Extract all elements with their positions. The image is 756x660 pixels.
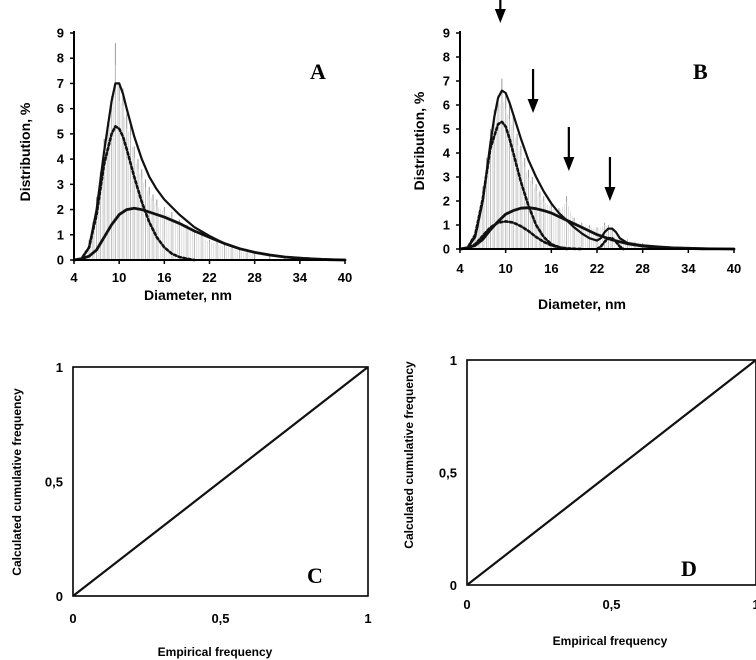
panel-a-curves <box>72 82 347 262</box>
x-tick-label: 34 <box>681 261 696 276</box>
panel-a-axes <box>73 31 345 261</box>
plot-frame <box>72 366 369 597</box>
panel-c-letter: C <box>307 563 323 588</box>
y-tick-label: 1 <box>443 218 450 233</box>
panel-b-x-axis-title: Diameter, nm <box>538 296 626 312</box>
fit-curve-dotted <box>72 125 196 262</box>
panel-a-y-axis-title: Distribution, % <box>17 102 33 201</box>
y-tick-label: 0 <box>443 242 450 257</box>
x-tick-label: 28 <box>247 270 261 285</box>
panel-b-arrows <box>494 0 616 201</box>
fit-curve-dotted <box>458 220 584 251</box>
panel-a-x-axis-title: Diameter, nm <box>144 287 232 303</box>
panel-c: 00,51 0 0,5 1 C Empirical frequency Calcul… <box>10 360 372 659</box>
y-tick-label: 0,5 <box>45 475 63 490</box>
x-tick-label: 28 <box>635 261 649 276</box>
y-tick-label: 0 <box>450 578 457 593</box>
fit-curve-dotted <box>458 120 568 251</box>
x-tick-label: 22 <box>590 261 604 276</box>
y-tick-label: 1 <box>57 227 64 242</box>
panel-c-x-axis-title: Empirical frequency <box>158 645 273 659</box>
fit-curve-solid-thick <box>72 206 347 262</box>
y-tick-label: 1 <box>56 360 63 375</box>
fit-curve-solid <box>72 82 347 262</box>
x-tick-label: 40 <box>727 261 741 276</box>
panel-c-x-ticks: 0 0,5 1 <box>69 611 371 626</box>
y-tick-label: 9 <box>443 26 450 41</box>
x-tick-label: 22 <box>202 270 216 285</box>
panel-a-x-ticks: 4 10 16 22 28 34 40 <box>70 260 352 285</box>
x-tick-label: 1 <box>752 597 756 612</box>
x-tick-label: 4 <box>70 270 78 285</box>
fit-curve-solid <box>458 89 736 251</box>
x-tick-label: 10 <box>112 270 126 285</box>
panel-d-curves <box>466 359 756 586</box>
panel-d-y-axis-title: Calculated cumulative frequency <box>402 361 416 549</box>
y-tick-label: 6 <box>443 98 450 113</box>
y-tick-label: 0 <box>56 589 63 604</box>
cumulative-line <box>72 366 369 597</box>
y-tick-label: 0,5 <box>439 466 457 481</box>
y-tick-label: 4 <box>57 152 65 167</box>
panel-a-letter: A <box>310 59 326 84</box>
y-tick-label: 5 <box>57 126 64 141</box>
y-tick-label: 4 <box>443 146 451 161</box>
panel-a-y-ticks: 0 1 2 3 4 5 6 7 8 9 <box>57 26 74 268</box>
x-tick-label: 34 <box>293 270 308 285</box>
panel-d-x-ticks: 00,51 <box>463 597 756 612</box>
panel-b-y-ticks: 0 1 2 3 4 5 6 7 8 9 <box>443 26 460 257</box>
x-tick-label: 0 <box>69 611 76 626</box>
cumulative-line <box>466 359 756 586</box>
y-tick-label: 8 <box>57 51 64 66</box>
y-tick-label: 1 <box>450 353 457 368</box>
panel-a-histogram <box>81 43 301 260</box>
panel-b-curves <box>458 89 736 251</box>
y-tick-label: 6 <box>57 101 64 116</box>
x-tick-label: 4 <box>456 261 464 276</box>
x-tick-label: 10 <box>498 261 512 276</box>
x-tick-label: 0,5 <box>211 611 229 626</box>
y-tick-label: 2 <box>57 202 64 217</box>
y-tick-label: 2 <box>443 194 450 209</box>
arrow-head <box>494 9 506 23</box>
panel-b-x-ticks: 4 10 16 22 28 34 40 <box>456 249 741 276</box>
y-tick-label: 5 <box>443 122 450 137</box>
plot-frame <box>466 359 756 586</box>
panel-c-curves <box>72 366 369 597</box>
arrow-head <box>527 99 539 113</box>
x-tick-label: 40 <box>338 270 352 285</box>
panel-b-letter: B <box>693 59 708 84</box>
fit-curve-dotted <box>595 236 625 251</box>
panel-c-y-axis-title: Calculated cumulative frequency <box>10 388 24 576</box>
panel-c-axes <box>72 366 369 597</box>
panel-d-x-axis-title: Empirical frequency <box>553 634 668 648</box>
x-tick-label: 1 <box>364 611 371 626</box>
arrow-head <box>563 157 575 171</box>
x-tick-label: 16 <box>544 261 558 276</box>
x-tick-label: 0 <box>463 597 470 612</box>
x-tick-label: 16 <box>157 270 171 285</box>
y-tick-label: 8 <box>443 50 450 65</box>
y-tick-label: 0 <box>57 253 64 268</box>
y-tick-label: 7 <box>443 74 450 89</box>
panel-d: 00,51 00,51 D Empirical frequency Calcul… <box>402 353 756 648</box>
x-tick-label: 0,5 <box>602 597 620 612</box>
y-tick-label: 3 <box>57 177 64 192</box>
y-tick-label: 9 <box>57 26 64 41</box>
panel-d-letter: D <box>681 556 697 581</box>
panel-b-y-axis-title: Distribution, % <box>411 91 427 190</box>
y-tick-label: 3 <box>443 170 450 185</box>
panel-d-axes <box>466 359 756 586</box>
panel-c-y-ticks: 00,51 <box>45 360 63 604</box>
y-tick-label: 7 <box>57 76 64 91</box>
arrow-head <box>604 187 616 201</box>
panel-d-y-ticks: 00,51 <box>439 353 457 593</box>
